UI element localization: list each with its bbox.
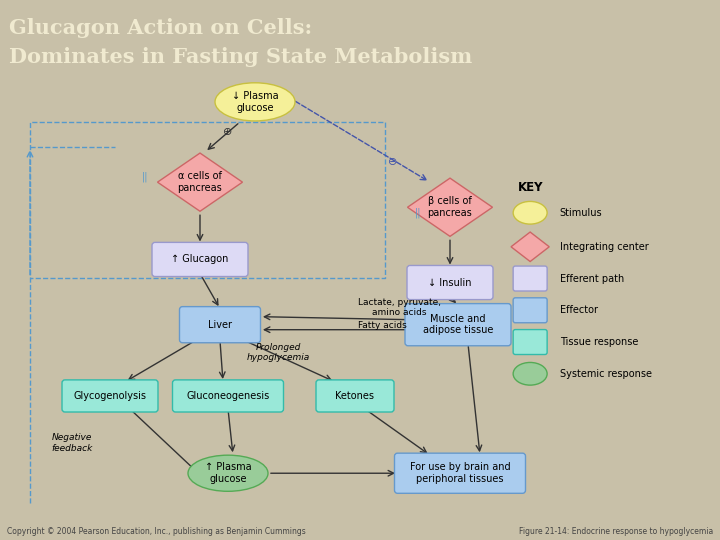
Polygon shape	[511, 232, 549, 261]
Text: Glycogenolysis: Glycogenolysis	[73, 391, 146, 401]
Text: KEY: KEY	[518, 181, 543, 194]
FancyBboxPatch shape	[513, 266, 547, 291]
Text: ↑ Glucagon: ↑ Glucagon	[171, 254, 229, 265]
FancyBboxPatch shape	[513, 329, 547, 354]
Text: α cells of
pancreas: α cells of pancreas	[178, 171, 222, 193]
FancyBboxPatch shape	[62, 380, 158, 412]
FancyBboxPatch shape	[179, 307, 261, 343]
Polygon shape	[408, 178, 492, 237]
FancyBboxPatch shape	[316, 380, 394, 412]
Text: Glucagon Action on Cells:: Glucagon Action on Cells:	[9, 18, 312, 38]
Text: ↓ Plasma
glucose: ↓ Plasma glucose	[232, 91, 279, 113]
Ellipse shape	[188, 455, 268, 491]
Text: ⊕: ⊕	[223, 127, 233, 137]
FancyBboxPatch shape	[395, 453, 526, 494]
Text: β cells of
pancreas: β cells of pancreas	[428, 197, 472, 218]
Ellipse shape	[513, 201, 547, 224]
Ellipse shape	[215, 83, 295, 121]
Text: ||: ||	[415, 207, 421, 218]
FancyBboxPatch shape	[405, 303, 511, 346]
Text: Fatty acids: Fatty acids	[358, 321, 407, 330]
Text: Lactate, pyruvate,
amino acids: Lactate, pyruvate, amino acids	[358, 298, 441, 318]
Text: Effector: Effector	[560, 305, 598, 315]
Text: Liver: Liver	[208, 320, 232, 330]
Text: ↓ Insulin: ↓ Insulin	[428, 278, 472, 287]
Text: Efferent path: Efferent path	[560, 274, 624, 284]
Text: Tissue response: Tissue response	[560, 337, 638, 347]
Text: Muscle and
adipose tissue: Muscle and adipose tissue	[423, 314, 493, 335]
Text: ⊖: ⊖	[388, 157, 397, 167]
Text: Prolonged
hypoglycemia: Prolonged hypoglycemia	[246, 343, 310, 362]
FancyBboxPatch shape	[513, 298, 547, 323]
Text: Gluconeogenesis: Gluconeogenesis	[186, 391, 269, 401]
Polygon shape	[158, 153, 243, 211]
Ellipse shape	[513, 362, 547, 385]
Text: For use by brain and
periphoral tissues: For use by brain and periphoral tissues	[410, 462, 510, 484]
Text: Systemic response: Systemic response	[560, 369, 652, 379]
FancyBboxPatch shape	[152, 242, 248, 276]
Text: Dominates in Fasting State Metabolism: Dominates in Fasting State Metabolism	[9, 48, 472, 68]
Text: Copyright © 2004 Pearson Education, Inc., publishing as Benjamin Cummings: Copyright © 2004 Pearson Education, Inc.…	[7, 526, 306, 536]
FancyBboxPatch shape	[173, 380, 284, 412]
Text: ↑ Plasma
glucose: ↑ Plasma glucose	[204, 462, 251, 484]
Text: Integrating center: Integrating center	[560, 242, 649, 252]
Text: ||: ||	[142, 172, 148, 183]
FancyBboxPatch shape	[407, 266, 493, 300]
Text: Ketones: Ketones	[336, 391, 374, 401]
Text: Negative
feedback: Negative feedback	[51, 434, 93, 453]
Text: Stimulus: Stimulus	[560, 208, 603, 218]
Text: Figure 21-14: Endocrine response to hypoglycemia: Figure 21-14: Endocrine response to hypo…	[518, 526, 713, 536]
